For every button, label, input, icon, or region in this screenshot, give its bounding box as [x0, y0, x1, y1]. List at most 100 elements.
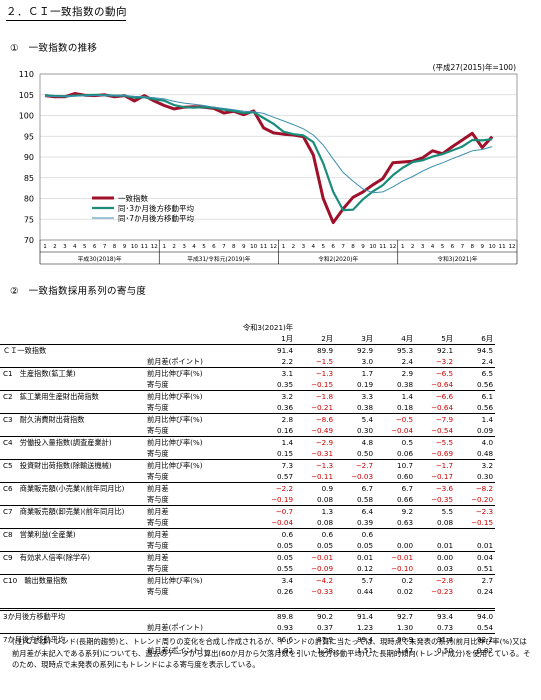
month-header: 1月 [281, 334, 294, 343]
value-cell: 5.4 [335, 413, 376, 425]
value-cell: −3.2 [435, 357, 454, 366]
x-tick-label: 10 [489, 244, 497, 250]
value-cell [455, 528, 496, 540]
value-cell: 0.54 [477, 623, 494, 632]
table-row: 前月差(ポイント) 2.2 −1.5 3.0 2.4 −3.2 2.4 [0, 356, 495, 368]
value-cell: 0.38 [397, 380, 414, 389]
legend-label: 同･3か月後方移動平均 [118, 203, 194, 213]
value-cell: 1.28 [317, 646, 334, 655]
table-cell [0, 425, 145, 437]
table-row: 寄与度 0.05 0.05 0.05 0.00 0.01 0.01 [0, 540, 495, 552]
table-cell [145, 608, 241, 622]
x-tick-label: 6 [331, 244, 335, 250]
table-cell [0, 586, 145, 597]
value-cell: 4.8 [335, 436, 376, 448]
table-cell [241, 597, 295, 610]
value-cell: 1.51 [357, 646, 374, 655]
x-tick-label: 2 [292, 244, 296, 250]
value-cell: 93.4 [415, 608, 456, 622]
table-row: 1月 2月 3月 4月 5月 6月 [0, 333, 495, 345]
x-tick-label: 12 [389, 244, 396, 250]
value-cell: 91.4 [415, 633, 456, 645]
x-tick-label: 1 [162, 244, 166, 250]
value-cell: −0.10 [391, 564, 414, 573]
y-tick-label: 100 [19, 112, 34, 121]
section-title: ２．ＣＩ一致指数の動向 [6, 6, 127, 18]
table-cell [375, 322, 415, 333]
row-label: 前月差(ポイント) [147, 646, 203, 655]
y-tick-label: 110 [19, 70, 34, 79]
value-cell: 89.4 [335, 633, 376, 645]
table-cell [375, 597, 415, 610]
x-tick-label: 1 [43, 244, 47, 250]
value-cell: 89.9 [295, 344, 336, 356]
value-cell: 0.36 [277, 403, 294, 412]
y-tick-label: 105 [19, 91, 34, 100]
value-cell: −1.3 [295, 367, 336, 379]
value-cell: −1.7 [415, 459, 456, 471]
value-cell: 0.24 [477, 587, 494, 596]
value-cell: 0.48 [477, 449, 494, 458]
series-line-2 [44, 93, 493, 212]
chart-unit-note: (平成27(2015)年=100) [433, 62, 517, 72]
row-label: 前月差 [145, 505, 241, 517]
value-cell: 0.00 [415, 551, 456, 563]
x-tick-label: 7 [103, 244, 107, 250]
value-cell: 0.50 [437, 646, 454, 655]
table-row: 寄与度 −0.04 0.08 0.39 0.63 0.08 −0.15 [0, 517, 495, 529]
value-cell: −0.7 [241, 505, 296, 517]
value-cell: 5.7 [335, 574, 376, 586]
value-cell: 0.30 [477, 472, 494, 481]
x-tick-label: 10 [131, 244, 139, 250]
value-cell: 4.0 [455, 436, 496, 448]
table-cell [415, 597, 455, 610]
value-cell: 1.4 [455, 413, 496, 425]
x-tick-label: 8 [232, 244, 236, 250]
x-tick-label: 2 [172, 244, 176, 250]
value-cell: 0.55 [277, 564, 294, 573]
value-cell: −0.04 [271, 518, 294, 527]
row-label: 前月比伸び率(%) [145, 574, 241, 586]
value-cell: 0.73 [437, 623, 454, 632]
table-cell [295, 597, 335, 610]
value-cell: 0.02 [397, 587, 414, 596]
x-tick-label: 10 [369, 244, 377, 250]
table-cell [455, 322, 495, 333]
value-cell: 0.63 [397, 518, 414, 527]
value-cell: 0.30 [357, 426, 374, 435]
value-cell: −2.8 [415, 574, 456, 586]
value-cell: −0.64 [431, 380, 454, 389]
x-tick-label: 11 [499, 244, 507, 250]
ma7-label: 7か月後方移動平均 [0, 633, 145, 645]
value-cell: −0.54 [431, 426, 454, 435]
value-cell: 3.4 [241, 574, 296, 586]
x-tick-label: 5 [202, 244, 206, 250]
table-row: 寄与度 0.16 −0.49 0.30 −0.04 −0.54 0.09 [0, 425, 495, 437]
x-tick-label: 1 [401, 244, 405, 250]
value-cell: 1.3 [295, 505, 336, 517]
value-cell: −0.23 [431, 587, 454, 596]
title-underline [6, 20, 126, 21]
series-label: C3 耐久消費財出荷指数 [0, 413, 145, 425]
x-tick-label: 9 [361, 244, 365, 250]
table-row: C8 営業利益(全産業) 前月差 0.6 0.6 0.6 [0, 528, 496, 540]
value-cell: −0.09 [311, 564, 334, 573]
month-header: 5月 [441, 334, 454, 343]
value-cell: 0.05 [317, 541, 334, 550]
table-row: 寄与度 0.55 −0.09 0.12 −0.10 0.03 0.51 [0, 563, 495, 575]
year-label: 平成31/令和元(2019)年 [187, 255, 251, 263]
value-cell: 0.44 [357, 587, 374, 596]
x-tick-label: 2 [411, 244, 415, 250]
table-row: 前月差(ポイント) 0.93 0.37 1.23 1.30 0.73 0.54 [0, 622, 495, 634]
series-line-3 [45, 95, 493, 194]
y-tick-label: 75 [24, 215, 34, 224]
row-label: 寄与度 [147, 587, 169, 596]
value-cell: −0.21 [311, 403, 334, 412]
value-cell: 0.66 [397, 495, 414, 504]
series-label: C6 商業販売額(小売業)(前年同月比) [0, 482, 145, 494]
x-tick-label: 7 [461, 244, 465, 250]
x-tick-label: 10 [250, 244, 258, 250]
x-tick-label: 12 [508, 244, 515, 250]
